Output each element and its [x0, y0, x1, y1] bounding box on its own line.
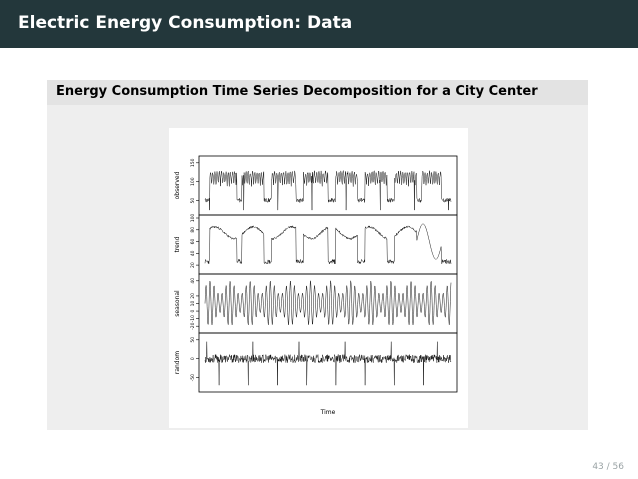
- block-title: Energy Consumption Time Series Decomposi…: [56, 84, 538, 99]
- series-line-trend: [204, 223, 452, 265]
- ytick-label-trend-3: 80: [190, 227, 196, 233]
- ytick-label-seasonal-4: 20: [190, 293, 196, 299]
- ytick-label-observed-1: 100: [190, 177, 196, 186]
- ytick-label-observed-2: 150: [190, 158, 196, 167]
- ytick-label-random-0: -50: [190, 374, 196, 381]
- ytick-label-trend-2: 60: [190, 239, 196, 245]
- decomposition-figure: observed 50 100 150 trend 20 40 60 80 100 seasonal…: [169, 128, 468, 428]
- ytick-label-trend-0: 20: [190, 262, 196, 268]
- ytick-label-seasonal-3: 10: [190, 301, 196, 307]
- panel-frame-random: [198, 332, 458, 393]
- block-header: Energy Consumption Time Series Decomposi…: [47, 80, 588, 105]
- ytick-label-trend-4: 100: [190, 214, 196, 223]
- ytick-label-seasonal-1: -10: [190, 315, 196, 322]
- slide-header: Electric Energy Consumption: Data: [0, 0, 638, 48]
- ylabel-random: random: [174, 351, 181, 374]
- content-block: Energy Consumption Time Series Decomposi…: [47, 80, 588, 430]
- ylabel-observed: observed: [174, 171, 181, 199]
- ytick-label-random-1: 0: [190, 357, 196, 360]
- ytick-label-seasonal-2: 0: [190, 310, 196, 313]
- slide-title: Electric Energy Consumption: Data: [18, 13, 353, 33]
- series-line-observed: [204, 169, 452, 211]
- page-number: 43 / 56: [592, 462, 624, 472]
- ytick-label-random-2: 50: [190, 337, 196, 343]
- ytick-label-observed-0: 50: [190, 198, 196, 204]
- ytick-label-seasonal-0: -20: [190, 322, 196, 329]
- decomposition-chart: observed50100150trend20406080100seasonal…: [174, 155, 458, 416]
- ylabel-trend: trend: [174, 236, 181, 252]
- series-line-seasonal: [204, 280, 452, 326]
- ylabel-seasonal: seasonal: [174, 290, 181, 317]
- xlabel: Time: [320, 409, 336, 416]
- series-line-random: [204, 341, 452, 386]
- ytick-label-trend-1: 40: [190, 250, 196, 256]
- ytick-label-seasonal-5: 40: [190, 278, 196, 284]
